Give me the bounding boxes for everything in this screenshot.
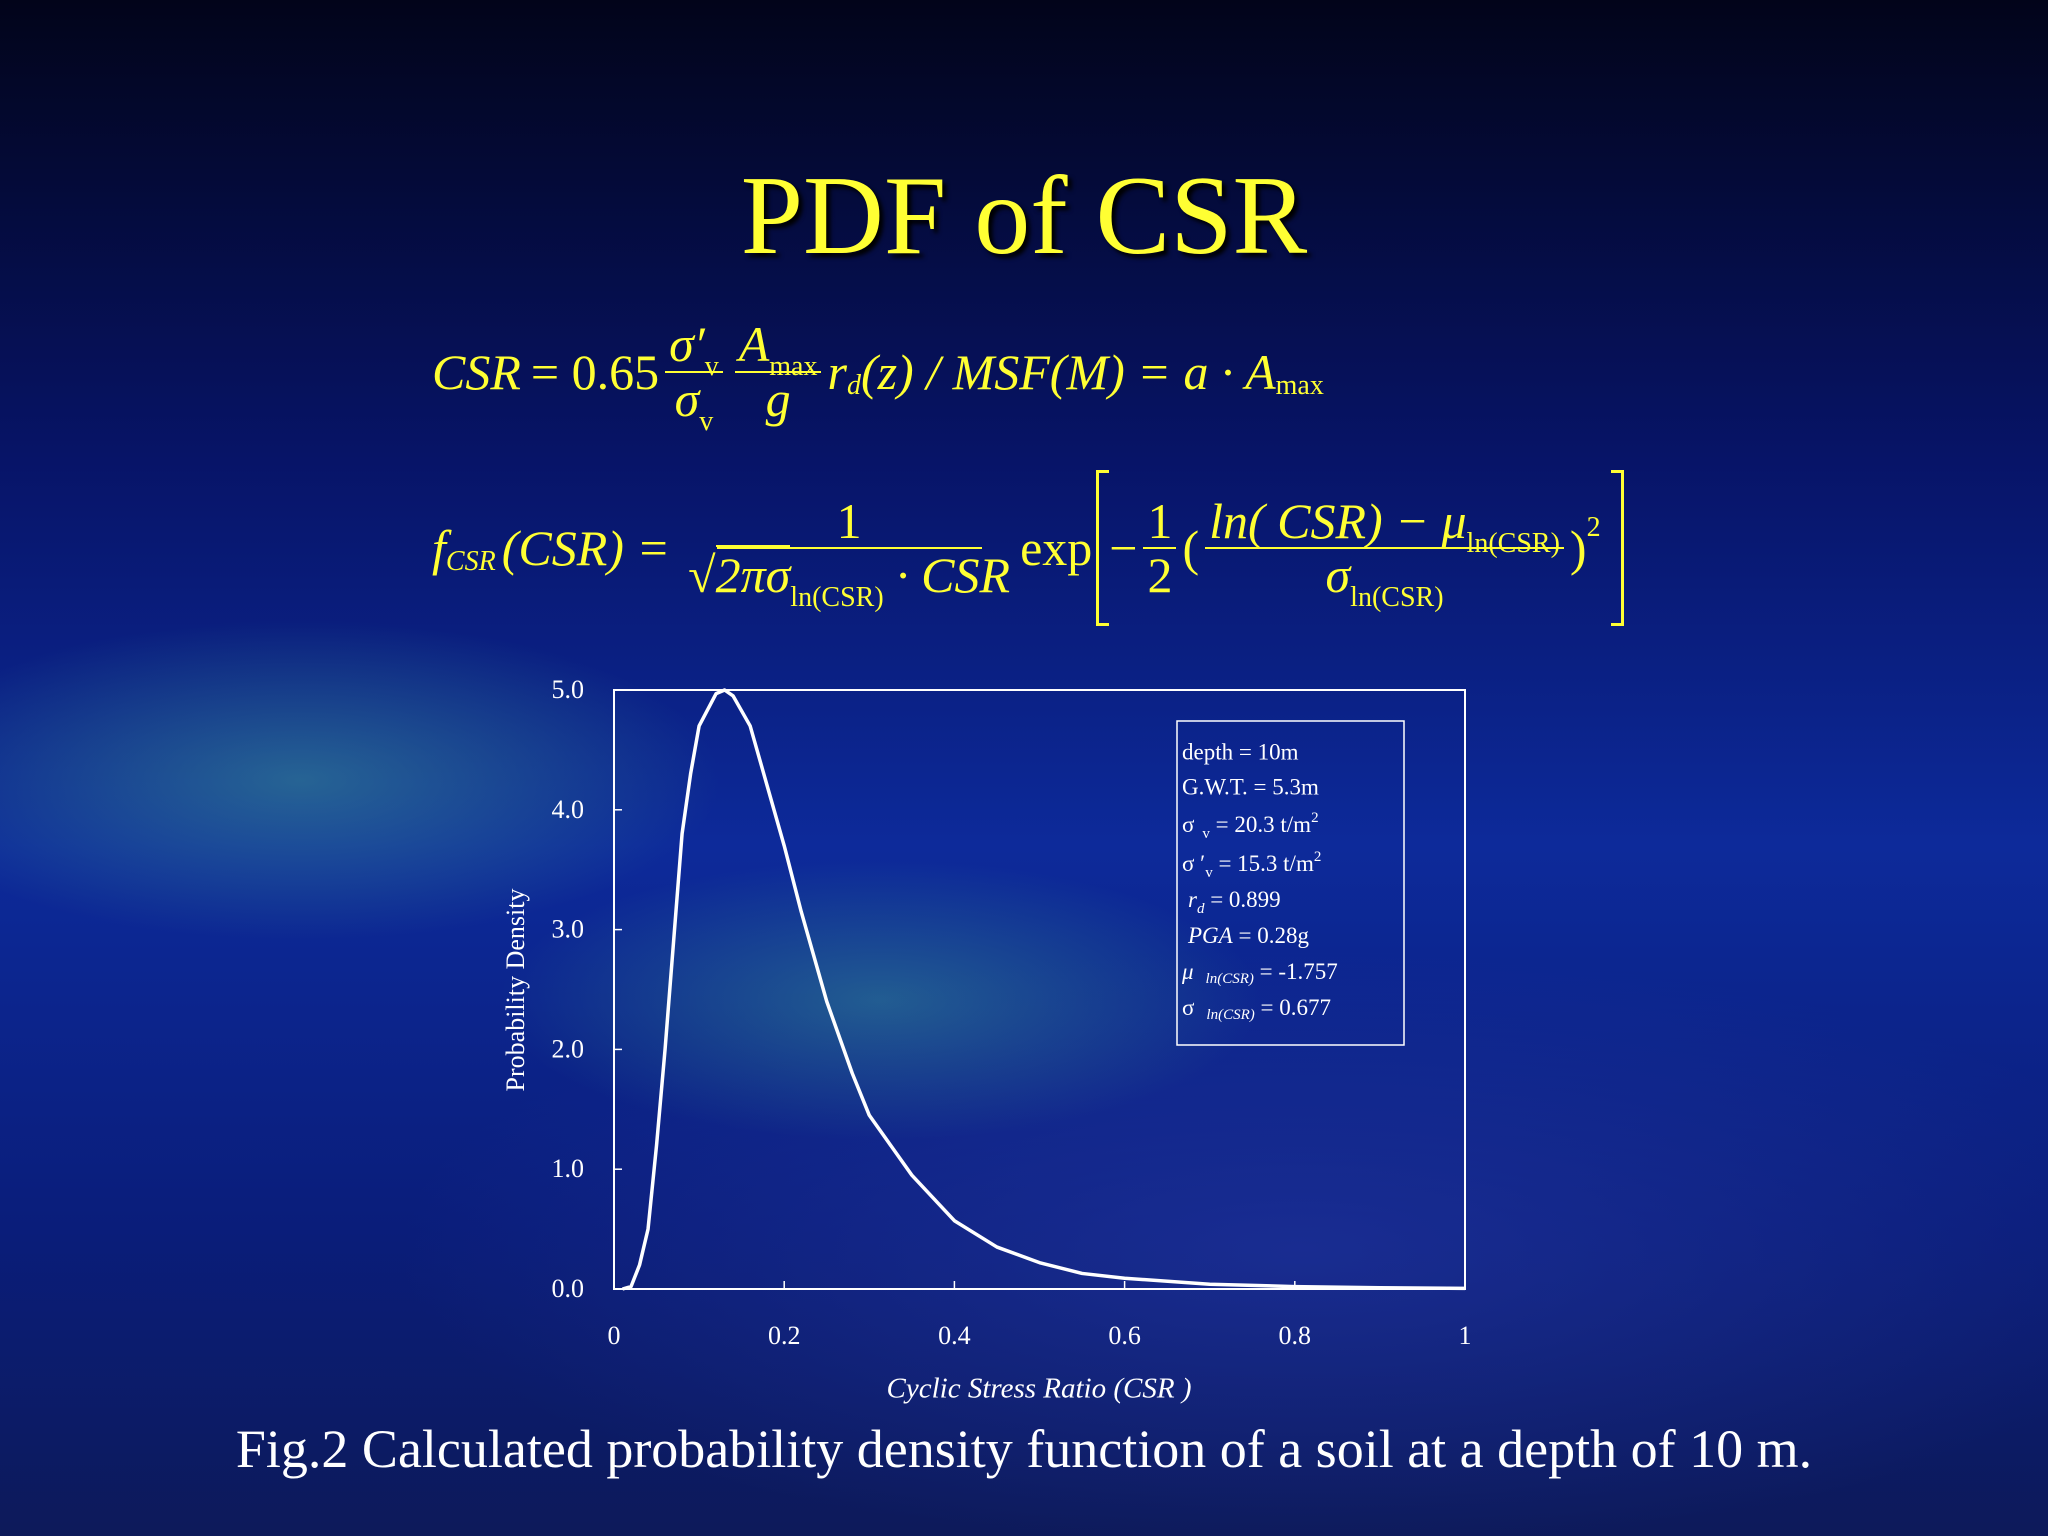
x-tick-label: 0.6 bbox=[1108, 1321, 1141, 1350]
text-part: (CSR) = bbox=[501, 520, 671, 576]
y-axis-label: Probability Density bbox=[501, 889, 530, 1092]
text-part: ln(CSR) bbox=[1206, 1007, 1254, 1023]
text-part: ln(CSR) bbox=[1350, 582, 1444, 613]
text-part: = 0.899 bbox=[1204, 887, 1280, 912]
text-part: 2πσ bbox=[715, 545, 791, 603]
text-part: v bbox=[1205, 865, 1213, 881]
text-part: 2 bbox=[1147, 547, 1173, 603]
y-tick-label: 2.0 bbox=[552, 1034, 585, 1063]
text-part: CSR bbox=[445, 546, 496, 577]
text-part: g bbox=[765, 370, 791, 427]
x-tick-label: 0.8 bbox=[1279, 1321, 1312, 1350]
x-tick-label: 0.4 bbox=[938, 1321, 971, 1350]
pdf-curve bbox=[622, 688, 1466, 1291]
text-part: σ bbox=[1182, 995, 1195, 1020]
text-part: (z) / MSF(M) = a · A bbox=[860, 343, 1276, 400]
plot-frame bbox=[613, 689, 1466, 1290]
layout-part: 1 √2πσln(CSR) · CSR bbox=[684, 494, 1014, 612]
text-part: σ ′ bbox=[1182, 851, 1205, 876]
layout-part: √2πσln(CSR) · CSR bbox=[684, 545, 1014, 612]
annotation-line: σ ln(CSR) = 0.677 bbox=[1182, 995, 1331, 1023]
layout-part: σ′v σv bbox=[665, 316, 723, 436]
text-part: · CSR bbox=[883, 547, 1011, 603]
text-part: max bbox=[1275, 369, 1324, 401]
annotation-line: PGA = 0.28g bbox=[1187, 923, 1309, 948]
layout-part: σ′v bbox=[665, 316, 723, 381]
text-part: 1 bbox=[1143, 494, 1177, 549]
text-part: ln(CSR) bbox=[790, 582, 884, 613]
text-part: d bbox=[846, 369, 861, 401]
annotation-line: μ ln(CSR) = -1.757 bbox=[1181, 959, 1338, 987]
text-part: − bbox=[1109, 520, 1138, 576]
layout-part: ln( CSR) − μln(CSR) bbox=[1205, 492, 1564, 558]
text-part: √ bbox=[688, 547, 716, 603]
text-part: = 15.3 t/m bbox=[1213, 851, 1314, 876]
text-part: exp bbox=[1020, 520, 1093, 576]
annotation-line: depth = 10m bbox=[1182, 739, 1299, 764]
y-tick-label: 4.0 bbox=[552, 795, 585, 824]
text-part: f bbox=[432, 520, 446, 576]
caption: Fig.2 Calculated probability density fun… bbox=[235, 1419, 1813, 1479]
y-tick-label: 1.0 bbox=[552, 1154, 585, 1183]
text-part: r bbox=[827, 343, 847, 400]
text-part: μ bbox=[1181, 959, 1194, 984]
equation-pdf: f CSR (CSR) = 1 √2πσln(CSR) · CSR exp − 1… bbox=[432, 470, 1624, 626]
text-part: max bbox=[769, 351, 818, 382]
annotation-line: G.W.T. = 5.3m bbox=[1182, 774, 1319, 799]
layout-part: g bbox=[762, 370, 795, 427]
text-part: ln( CSR) − μ bbox=[1209, 492, 1467, 549]
layout-part: Amax bbox=[734, 316, 822, 381]
text-part: = -1.757 bbox=[1254, 959, 1338, 984]
x-tick-label: 0.2 bbox=[768, 1321, 801, 1350]
text-part: r bbox=[1188, 887, 1198, 912]
text-part: σ bbox=[674, 370, 700, 427]
text-part: PGA bbox=[1187, 923, 1234, 948]
x-tick-label: 0 bbox=[608, 1321, 621, 1350]
annotation-line: rd = 0.899 bbox=[1188, 887, 1281, 917]
text-part: σ′ bbox=[669, 316, 705, 372]
text-part: ( bbox=[1182, 520, 1200, 576]
text-part: v bbox=[704, 351, 719, 382]
text-part: 1 bbox=[716, 494, 982, 549]
annotation-line: σ ′v = 15.3 t/m2 bbox=[1182, 849, 1321, 881]
text-part: σ bbox=[1182, 812, 1195, 837]
text-part: d bbox=[1197, 901, 1205, 917]
layout-part bbox=[1096, 470, 1110, 626]
text-part: CSR bbox=[432, 343, 521, 400]
layout-part: ln( CSR) − μln(CSR) σln(CSR) bbox=[1205, 492, 1564, 612]
text-part: = 0.28g bbox=[1233, 923, 1310, 948]
y-tick-label: 3.0 bbox=[552, 915, 585, 944]
slide-title: PDF of CSR bbox=[740, 154, 1308, 278]
text-part: 2 bbox=[1314, 849, 1322, 865]
layout-part: Amax g bbox=[734, 316, 822, 427]
text-part: ) bbox=[1569, 520, 1587, 576]
text-part: v bbox=[1202, 826, 1210, 842]
y-tick-label: 0.0 bbox=[552, 1274, 585, 1303]
text-part: = 0.65 bbox=[530, 343, 660, 400]
text-part: = 0.677 bbox=[1255, 995, 1331, 1020]
text-part: v bbox=[699, 405, 714, 437]
text-part: σ bbox=[1325, 547, 1351, 603]
text-part: ln(CSR) bbox=[1206, 971, 1254, 987]
layout-part bbox=[1610, 470, 1624, 626]
text-part: 2 bbox=[1311, 810, 1319, 826]
text-part: A bbox=[738, 316, 770, 372]
x-axis-label: Cyclic Stress Ratio (CSR ) bbox=[887, 1373, 1192, 1405]
annotation-box bbox=[1176, 720, 1405, 1046]
layout-part: σln(CSR) bbox=[1322, 547, 1448, 612]
text-part: ln(CSR) bbox=[1466, 527, 1560, 559]
x-tick-label: 1 bbox=[1459, 1321, 1472, 1350]
text-part: = 20.3 t/m bbox=[1210, 812, 1311, 837]
text-part: 2 bbox=[1586, 512, 1601, 543]
layout-part: σv bbox=[671, 370, 718, 435]
y-tick-label: 5.0 bbox=[552, 675, 585, 704]
